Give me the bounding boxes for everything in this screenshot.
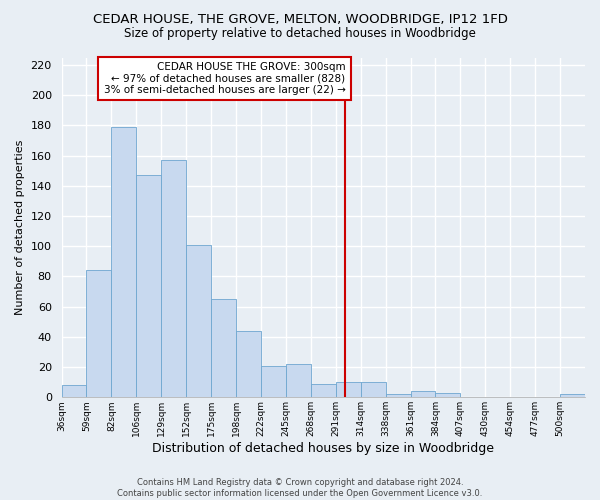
Bar (112, 127, 136, 398)
Bar (261, 366, 286, 398)
Bar (236, 331, 261, 398)
Bar (361, 382, 386, 398)
Bar (386, 394, 410, 398)
Text: CEDAR HOUSE THE GROVE: 300sqm
← 97% of detached houses are smaller (828)
3% of s: CEDAR HOUSE THE GROVE: 300sqm ← 97% of d… (104, 62, 346, 95)
Bar (336, 382, 361, 398)
Y-axis label: Number of detached properties: Number of detached properties (15, 140, 25, 315)
Bar (62, 385, 86, 398)
Bar (436, 393, 460, 398)
Bar (211, 299, 236, 398)
Bar (410, 392, 436, 398)
Text: Size of property relative to detached houses in Woodbridge: Size of property relative to detached ho… (124, 28, 476, 40)
Text: Contains HM Land Registry data © Crown copyright and database right 2024.
Contai: Contains HM Land Registry data © Crown c… (118, 478, 482, 498)
Bar (311, 384, 336, 398)
Bar (136, 176, 161, 398)
Bar (560, 394, 585, 398)
Bar (161, 160, 186, 398)
Bar (86, 270, 112, 398)
X-axis label: Distribution of detached houses by size in Woodbridge: Distribution of detached houses by size … (152, 442, 494, 455)
Bar (286, 364, 311, 398)
Bar (186, 245, 211, 398)
Text: CEDAR HOUSE, THE GROVE, MELTON, WOODBRIDGE, IP12 1FD: CEDAR HOUSE, THE GROVE, MELTON, WOODBRID… (92, 12, 508, 26)
